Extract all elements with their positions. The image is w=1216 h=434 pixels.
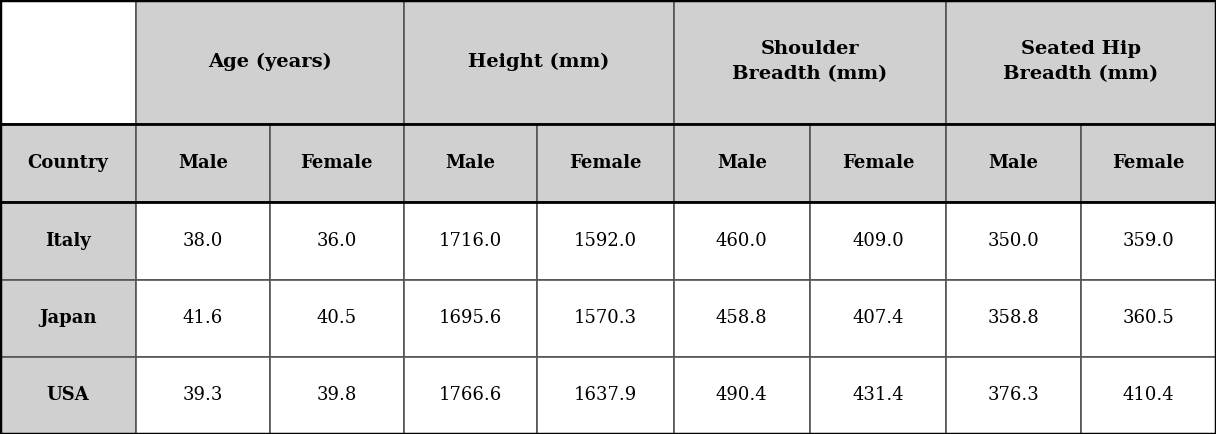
Text: Female: Female <box>1113 154 1184 172</box>
Bar <box>946 0 1216 124</box>
Bar <box>946 124 1081 202</box>
Bar <box>946 280 1081 357</box>
Text: 41.6: 41.6 <box>182 309 224 327</box>
Bar <box>404 124 537 202</box>
Text: Male: Male <box>178 154 229 172</box>
Bar <box>404 280 537 357</box>
Text: Female: Female <box>841 154 914 172</box>
Text: 1637.9: 1637.9 <box>574 386 637 404</box>
Bar <box>136 124 270 202</box>
Bar <box>270 280 404 357</box>
Bar <box>674 0 946 124</box>
Text: Italy: Italy <box>45 232 91 250</box>
Text: Male: Male <box>445 154 496 172</box>
Bar <box>1081 124 1216 202</box>
Bar <box>537 124 674 202</box>
Text: 39.8: 39.8 <box>316 386 358 404</box>
Bar <box>674 202 810 280</box>
Bar <box>537 280 674 357</box>
Text: 1766.6: 1766.6 <box>439 386 502 404</box>
Bar <box>404 357 537 434</box>
Text: 407.4: 407.4 <box>852 309 903 327</box>
Text: Height (mm): Height (mm) <box>468 53 609 71</box>
Bar <box>0 0 136 124</box>
Bar <box>1081 202 1216 280</box>
Text: USA: USA <box>46 386 90 404</box>
Text: 376.3: 376.3 <box>987 386 1040 404</box>
Bar <box>136 280 270 357</box>
Text: Female: Female <box>569 154 642 172</box>
Text: 1570.3: 1570.3 <box>574 309 637 327</box>
Text: Male: Male <box>716 154 767 172</box>
Text: 36.0: 36.0 <box>316 232 358 250</box>
Bar <box>404 0 674 124</box>
Bar <box>1081 280 1216 357</box>
Text: 460.0: 460.0 <box>716 232 767 250</box>
Text: 458.8: 458.8 <box>716 309 767 327</box>
Bar <box>810 280 946 357</box>
Text: Age (years): Age (years) <box>208 53 332 71</box>
Text: 40.5: 40.5 <box>317 309 356 327</box>
Bar <box>946 202 1081 280</box>
Bar <box>810 124 946 202</box>
Text: Japan: Japan <box>39 309 97 327</box>
Text: 358.8: 358.8 <box>987 309 1040 327</box>
Text: Shoulder
Breadth (mm): Shoulder Breadth (mm) <box>732 40 888 83</box>
Text: 1592.0: 1592.0 <box>574 232 637 250</box>
Bar <box>270 357 404 434</box>
Text: 409.0: 409.0 <box>852 232 903 250</box>
Bar <box>0 124 136 202</box>
Bar <box>537 357 674 434</box>
Bar <box>0 280 136 357</box>
Bar <box>537 202 674 280</box>
Text: Seated Hip
Breadth (mm): Seated Hip Breadth (mm) <box>1003 40 1159 83</box>
Bar <box>0 357 136 434</box>
Bar <box>674 357 810 434</box>
Text: 1716.0: 1716.0 <box>439 232 502 250</box>
Bar <box>674 280 810 357</box>
Text: 359.0: 359.0 <box>1122 232 1175 250</box>
Bar <box>810 357 946 434</box>
Bar <box>270 202 404 280</box>
Bar <box>810 202 946 280</box>
Text: Male: Male <box>989 154 1038 172</box>
Bar <box>1081 357 1216 434</box>
Text: 490.4: 490.4 <box>716 386 767 404</box>
Bar <box>136 202 270 280</box>
Text: 1695.6: 1695.6 <box>439 309 502 327</box>
Bar <box>136 357 270 434</box>
Bar <box>0 202 136 280</box>
Text: 39.3: 39.3 <box>182 386 224 404</box>
Text: Country: Country <box>28 154 108 172</box>
Bar <box>136 0 404 124</box>
Bar <box>404 202 537 280</box>
Text: Female: Female <box>300 154 373 172</box>
Text: 38.0: 38.0 <box>182 232 224 250</box>
Text: 350.0: 350.0 <box>987 232 1040 250</box>
Text: 410.4: 410.4 <box>1122 386 1175 404</box>
Bar <box>674 124 810 202</box>
Text: 431.4: 431.4 <box>852 386 903 404</box>
Bar <box>946 357 1081 434</box>
Text: 360.5: 360.5 <box>1122 309 1175 327</box>
Bar <box>270 124 404 202</box>
